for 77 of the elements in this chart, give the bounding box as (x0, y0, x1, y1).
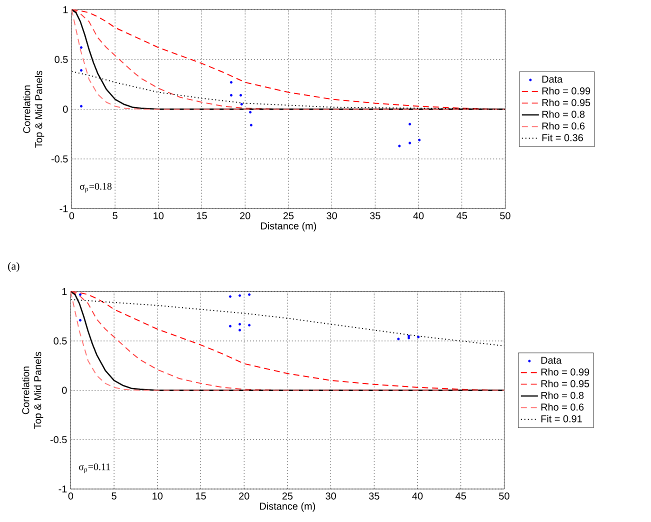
y-tick-label: -1 (58, 486, 67, 492)
point (228, 324, 232, 328)
x-tick-label: 50 (500, 212, 510, 220)
point (248, 293, 251, 296)
x-tick-label: 15 (196, 492, 206, 500)
y-tick-label: -1 (60, 205, 68, 212)
legend-label: Rho = 0.8 (541, 392, 584, 399)
y-tick-label: 0.5 (54, 56, 68, 63)
point (408, 334, 410, 338)
x-tick-label: 10 (154, 212, 164, 220)
point (418, 138, 421, 142)
y-tick-label: 0.5 (54, 337, 67, 344)
point (80, 104, 83, 108)
x-tick-label: 5 (112, 212, 118, 220)
point (398, 144, 401, 148)
point (238, 322, 242, 326)
y-tick-label: 1 (62, 288, 67, 296)
annotation: σ$_{ρ}$=0.18 (80, 183, 112, 193)
point (228, 295, 232, 298)
legend-label: Rho = 0.95 (541, 380, 590, 388)
point (238, 294, 242, 297)
x-tick-label: 35 (368, 492, 380, 500)
point (417, 336, 420, 338)
point (80, 69, 83, 72)
point (249, 110, 252, 114)
x-tick-label: 20 (239, 492, 250, 500)
y-tick-label: 0 (63, 106, 68, 113)
legend-label: Rho = 0.99 (541, 368, 590, 376)
point (248, 324, 251, 326)
y-tick-label: -0.5 (51, 155, 68, 162)
x-tick-label: 15 (196, 212, 207, 220)
y-tick-label: 1 (63, 6, 68, 14)
y-tick-label: 0 (62, 386, 67, 394)
point (250, 124, 252, 126)
point (397, 338, 400, 340)
x-tick-label: 10 (152, 492, 163, 500)
point (238, 328, 242, 332)
text: (a) (8, 262, 20, 272)
point (240, 102, 243, 106)
point (230, 81, 233, 84)
x-tick-label: 30 (326, 212, 337, 220)
x-tick-label: 25 (283, 212, 294, 220)
point (80, 46, 83, 49)
y-axis-title: Correlation Top & Mid Panels (22, 70, 44, 148)
legend-label: Fit = 0.36 (542, 134, 583, 142)
x-tick-label: 45 (456, 492, 466, 500)
x-tick-label: 40 (413, 212, 424, 220)
point (408, 336, 410, 340)
x-tick-label: 0 (68, 492, 74, 500)
x-tick-label: 40 (412, 492, 423, 500)
point (230, 94, 233, 97)
legend-label: Data (541, 356, 562, 364)
annotation: σ$_{ρ}$=0.11 (78, 463, 110, 474)
x-tick-label: 50 (499, 492, 510, 500)
point (239, 94, 242, 97)
x-tick-label: 45 (456, 212, 467, 220)
legend-label: Rho = 0.95 (542, 98, 590, 106)
x-tick-label: 25 (282, 492, 293, 500)
x-tick-label: 20 (240, 212, 250, 220)
legend-label: Rho = 0.6 (541, 403, 584, 411)
legend-label: Data (542, 76, 563, 83)
legend-label: Fit = 0.91 (541, 415, 582, 422)
legend-label: Rho = 0.6 (542, 122, 585, 130)
y-axis-title: Correlation Top & Mid Panels (22, 352, 44, 429)
point (78, 318, 82, 322)
x-tick-label: 30 (326, 492, 336, 500)
x-tick-label: 35 (370, 212, 380, 220)
point (78, 293, 82, 296)
x-tick-label: 0 (69, 212, 74, 220)
legend-label: Rho = 0.99 (542, 87, 590, 94)
y-tick-label: -0.5 (50, 436, 67, 444)
legend-label: Rho = 0.8 (542, 110, 585, 118)
x-axis-title: Distance (m) (260, 502, 316, 512)
x-tick-label: 5 (112, 492, 116, 500)
point (408, 122, 412, 126)
x-axis-title: Distance (m) (261, 222, 316, 232)
point (408, 142, 412, 144)
